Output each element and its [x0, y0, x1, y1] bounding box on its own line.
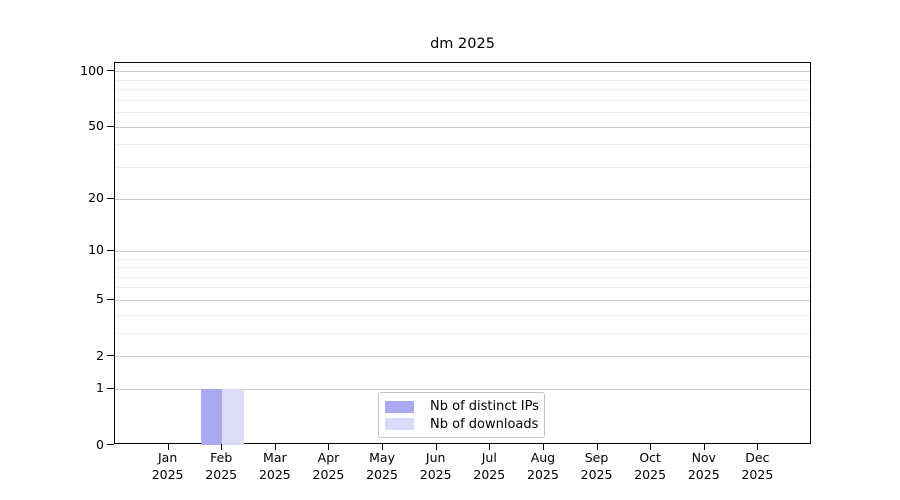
x-tick-label: Apr 2025 [296, 450, 360, 483]
y-tick-mark [107, 444, 114, 445]
minor-gridline [115, 276, 810, 278]
x-tick-mark [382, 444, 384, 450]
y-tick-label: 5 [96, 291, 104, 307]
legend-entry: Nb of downloads [385, 416, 539, 433]
minor-gridline [115, 267, 810, 269]
x-tick-mark [221, 444, 223, 450]
x-tick-month: May [369, 450, 395, 465]
x-tick-label: Dec 2025 [725, 450, 789, 483]
x-tick-label: Jul 2025 [457, 450, 521, 483]
x-tick-month: Sep [584, 450, 609, 465]
x-tick-month: Feb [210, 450, 233, 465]
y-tick-mark [107, 355, 114, 357]
x-tick-mark [328, 444, 330, 450]
x-tick-year: 2025 [419, 466, 452, 482]
y-tick-label: 0 [96, 436, 104, 452]
x-tick-year: 2025 [527, 466, 559, 482]
x-tick-year: 2025 [687, 466, 720, 482]
x-tick-label: Feb 2025 [189, 450, 253, 483]
y-tick-label: 2 [96, 347, 104, 363]
x-tick-year: 2025 [258, 466, 291, 482]
minor-gridline [115, 166, 810, 168]
minor-gridline [115, 112, 810, 114]
y-tick-mark [107, 125, 114, 127]
minor-gridline [115, 258, 810, 260]
x-tick-month: Oct [639, 450, 661, 465]
x-tick-mark [650, 444, 652, 450]
y-tick-label: 10 [88, 242, 104, 258]
y-tick-label: 20 [88, 190, 104, 206]
major-gridline [115, 250, 810, 252]
x-tick-year: 2025 [741, 466, 774, 482]
x-tick-label: Nov 2025 [672, 450, 736, 483]
x-tick-year: 2025 [634, 466, 667, 482]
legend-swatch-icon [385, 418, 414, 431]
minor-gridline [115, 144, 810, 146]
x-tick-mark [757, 444, 759, 450]
minor-gridline [115, 89, 810, 91]
x-tick-label: Oct 2025 [618, 450, 682, 483]
x-tick-month: Nov [691, 450, 716, 465]
x-tick-label: Jun 2025 [404, 450, 468, 483]
y-tick-mark [107, 197, 114, 199]
x-tick-month: Mar [263, 450, 287, 465]
x-tick-mark [596, 444, 598, 450]
plot-area [114, 62, 811, 445]
legend: Nb of distinct IPs Nb of downloads [378, 392, 545, 438]
x-tick-year: 2025 [151, 466, 184, 482]
major-gridline [115, 126, 810, 128]
legend-entry: Nb of distinct IPs [385, 398, 539, 415]
x-tick-month: Jan [157, 450, 178, 465]
y-tick-mark [107, 387, 114, 389]
y-tick-mark [107, 70, 114, 72]
x-tick-month: Dec [745, 450, 770, 465]
minor-gridline [115, 314, 810, 316]
x-tick-mark [167, 444, 169, 450]
y-tick-mark [107, 298, 114, 300]
x-tick-label: Jan 2025 [136, 450, 200, 483]
legend-swatch-icon [385, 400, 414, 413]
legend-label: Nb of distinct IPs [430, 399, 539, 415]
x-tick-label: Aug 2025 [511, 450, 575, 483]
y-tick-mark [107, 249, 114, 251]
x-tick-mark [435, 444, 437, 450]
minor-gridline [115, 99, 810, 101]
chart-title: dm 2025 [430, 36, 495, 52]
x-tick-label: May 2025 [350, 450, 414, 483]
x-tick-mark [542, 444, 544, 450]
minor-gridline [115, 287, 810, 289]
x-tick-year: 2025 [473, 466, 506, 482]
y-tick-label: 1 [96, 380, 104, 396]
x-tick-year: 2025 [366, 466, 398, 482]
x-tick-label: Sep 2025 [565, 450, 629, 483]
x-tick-mark [489, 444, 491, 450]
major-gridline [115, 356, 810, 358]
x-tick-year: 2025 [312, 466, 345, 482]
major-gridline [115, 71, 810, 73]
x-tick-year: 2025 [205, 466, 238, 482]
minor-gridline [115, 79, 810, 81]
bar-nb-of-distinct-ips [200, 388, 223, 445]
x-tick-month: Apr [317, 450, 340, 465]
x-tick-month: Jul [481, 450, 497, 465]
major-gridline [115, 388, 810, 390]
x-tick-month: Jun [425, 450, 446, 465]
legend-label: Nb of downloads [430, 416, 539, 432]
x-tick-mark [274, 444, 276, 450]
minor-gridline [115, 332, 810, 334]
y-tick-label: 100 [80, 62, 104, 78]
bar-nb-of-downloads [222, 388, 244, 445]
major-gridline [115, 299, 810, 301]
x-tick-label: Mar 2025 [243, 450, 307, 483]
major-gridline [115, 198, 810, 200]
x-tick-month: Aug [530, 450, 556, 465]
y-tick-label: 50 [88, 118, 104, 134]
x-tick-year: 2025 [580, 466, 613, 482]
x-tick-mark [703, 444, 705, 450]
